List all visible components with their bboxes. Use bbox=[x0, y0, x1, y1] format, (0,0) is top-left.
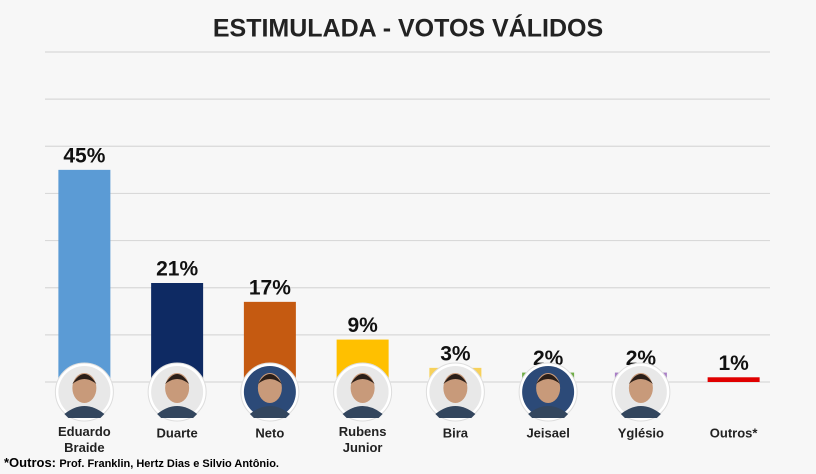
candidate-photo bbox=[518, 362, 578, 422]
x-tick-label-line: Junior bbox=[343, 440, 383, 455]
photo-hair bbox=[257, 374, 282, 384]
footnote-text: Prof. Franklin, Hertz Dias e Silvio Antô… bbox=[59, 458, 279, 470]
candidate-photo bbox=[425, 362, 485, 422]
photo-face bbox=[165, 373, 190, 403]
x-tick-label: Jeisael bbox=[526, 425, 569, 440]
candidate-photo bbox=[611, 362, 671, 422]
candidate-photo bbox=[240, 362, 300, 422]
footnote-label: *Outros: bbox=[4, 455, 56, 470]
value-label: 9% bbox=[347, 314, 378, 337]
candidate-photo bbox=[54, 362, 114, 422]
photo-face bbox=[257, 373, 282, 403]
photo-body bbox=[528, 406, 569, 418]
x-tick-label: Bira bbox=[443, 425, 469, 440]
photo-face bbox=[350, 373, 375, 403]
photo-body bbox=[435, 406, 476, 418]
value-label: 1% bbox=[718, 352, 749, 375]
bar bbox=[707, 377, 760, 382]
photo-body bbox=[342, 406, 383, 418]
value-label: 45% bbox=[63, 144, 105, 167]
chart-title: ESTIMULADA - VOTOS VÁLIDOS bbox=[213, 14, 603, 43]
photo-face bbox=[536, 373, 561, 403]
photo-hair bbox=[350, 374, 375, 384]
photo-hair bbox=[443, 374, 468, 384]
photo-body bbox=[620, 406, 661, 418]
x-tick-label-line: Braide bbox=[64, 440, 104, 455]
candidate-photo bbox=[147, 362, 207, 422]
candidate-photo bbox=[333, 362, 393, 422]
photo-body bbox=[64, 406, 105, 418]
photo-face bbox=[72, 373, 97, 403]
photo-body bbox=[157, 406, 198, 418]
photo-body bbox=[249, 406, 290, 418]
x-tick-label-line: Rubens bbox=[339, 424, 387, 439]
photo-face bbox=[628, 373, 653, 403]
footnote: *Outros: Prof. Franklin, Hertz Dias e Si… bbox=[4, 455, 279, 470]
photo-hair bbox=[628, 374, 653, 384]
value-label: 3% bbox=[440, 342, 471, 365]
photo-hair bbox=[72, 374, 97, 384]
x-tick-label: Rubens Junior bbox=[339, 424, 387, 455]
x-tick-label-line: Eduardo bbox=[58, 424, 111, 439]
x-tick-label: Eduardo Braide bbox=[58, 424, 111, 455]
x-tick-label: Yglésio bbox=[618, 425, 664, 440]
photo-hair bbox=[536, 374, 561, 384]
x-tick-label: Neto bbox=[255, 425, 284, 440]
x-tick-label: Outros* bbox=[710, 425, 759, 440]
photo-hair bbox=[165, 374, 190, 384]
value-label: 21% bbox=[156, 258, 198, 281]
bar bbox=[58, 169, 111, 382]
x-tick-label: Duarte bbox=[157, 425, 198, 440]
value-label: 17% bbox=[249, 276, 291, 299]
photo-face bbox=[443, 373, 468, 403]
